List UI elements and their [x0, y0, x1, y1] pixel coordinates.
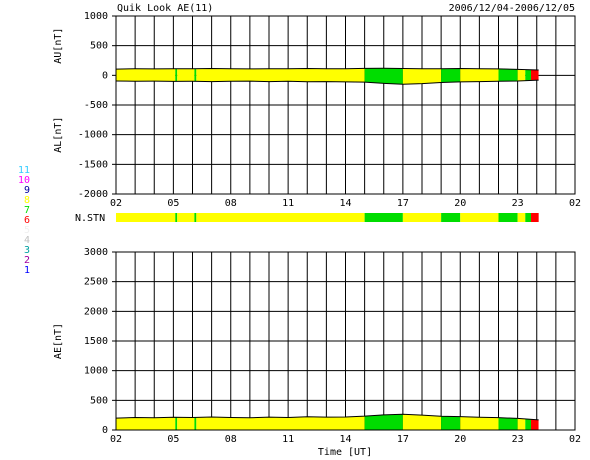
station-fill: [194, 68, 197, 85]
x-tick-label: 02: [569, 434, 581, 445]
station-fill: [531, 414, 539, 430]
station-fill: [116, 414, 176, 430]
y-tick-label: -500: [84, 100, 108, 111]
y-tick-label: 2500: [84, 277, 108, 288]
plot-frame: [115, 15, 576, 195]
x-axis-label: Time [UT]: [318, 447, 372, 458]
plot-frame: [115, 251, 576, 431]
legend-entry: 8: [24, 195, 30, 206]
x-tick-label: 08: [225, 434, 237, 445]
station-segment: [525, 213, 532, 222]
station-segment: [531, 213, 539, 222]
x-tick-label: 11: [282, 198, 294, 209]
legend-entry: 4: [24, 235, 30, 246]
x-tick-label: 23: [512, 198, 524, 209]
station-fill: [402, 414, 442, 430]
station-segment: [498, 213, 518, 222]
station-segment: [441, 213, 461, 222]
legend-entry: 6: [24, 215, 30, 226]
station-segment: [194, 213, 197, 222]
station-fill: [175, 414, 178, 430]
data-line: [115, 413, 539, 421]
strip-label: N.STN: [75, 213, 105, 224]
y-tick-label: 0: [102, 425, 108, 436]
y-tick-label: -2000: [78, 189, 108, 200]
station-fill: [525, 68, 532, 85]
legend-entry: 3: [24, 245, 30, 256]
station-fill: [531, 68, 539, 85]
y-axis-label: AL[nT]: [53, 117, 64, 153]
station-fill: [525, 414, 532, 430]
station-segment: [517, 213, 526, 222]
station-segment: [402, 213, 442, 222]
x-tick-label: 02: [110, 198, 122, 209]
station-segment: [460, 213, 499, 222]
x-tick-label: 02: [110, 434, 122, 445]
y-tick-label: 500: [90, 41, 108, 52]
station-fill: [517, 414, 526, 430]
station-segment: [116, 213, 176, 222]
x-tick-label: 14: [339, 198, 351, 209]
x-tick-label: 05: [167, 434, 179, 445]
legend-entry: 10: [18, 175, 30, 186]
x-tick-label: 02: [569, 198, 581, 209]
x-tick-label: 17: [397, 434, 409, 445]
station-fill: [441, 68, 461, 85]
legend-entry: 5: [24, 225, 30, 236]
chart-title: Quik Look AE(11): [117, 3, 213, 14]
data-line: [115, 67, 539, 71]
station-fill: [441, 414, 461, 430]
data-line: [115, 79, 539, 85]
x-tick-label: 08: [225, 198, 237, 209]
y-axis-label: AU[nT]: [53, 28, 64, 64]
x-tick-label: 11: [282, 434, 294, 445]
station-segment: [175, 213, 178, 222]
y-tick-label: -1000: [78, 130, 108, 141]
y-tick-label: 1500: [84, 336, 108, 347]
legend-entry: 9: [24, 185, 30, 196]
y-tick-label: 3000: [84, 247, 108, 258]
x-tick-label: 20: [454, 434, 466, 445]
station-fill: [194, 414, 197, 430]
station-fill: [460, 68, 499, 85]
station-fill: [364, 414, 403, 430]
station-fill: [196, 414, 365, 430]
x-tick-label: 20: [454, 198, 466, 209]
station-fill: [196, 68, 365, 85]
station-fill: [517, 68, 526, 85]
y-tick-label: 1000: [84, 11, 108, 22]
y-tick-label: 0: [102, 70, 108, 81]
y-tick-label: 2000: [84, 306, 108, 317]
station-segment: [196, 213, 365, 222]
station-segment: [177, 213, 195, 222]
station-fill: [402, 68, 442, 85]
station-fill: [116, 68, 176, 85]
y-tick-label: 500: [90, 395, 108, 406]
station-fill: [460, 414, 499, 430]
legend-entry: 2: [24, 255, 30, 266]
date-range: 2006/12/04-2006/12/05: [449, 3, 575, 14]
y-axis-label: AE[nT]: [53, 323, 64, 359]
station-fill: [175, 68, 178, 85]
station-fill: [364, 68, 403, 85]
station-segment: [364, 213, 403, 222]
x-tick-label: 14: [339, 434, 351, 445]
legend-entry: 11: [18, 165, 30, 176]
legend-entry: 7: [24, 205, 30, 216]
y-tick-label: 1000: [84, 366, 108, 377]
x-tick-label: 05: [167, 198, 179, 209]
station-fill: [177, 68, 195, 85]
y-tick-label: -1500: [78, 159, 108, 170]
x-tick-label: 23: [512, 434, 524, 445]
x-tick-label: 17: [397, 198, 409, 209]
station-fill: [498, 68, 518, 85]
legend-entry: 1: [24, 265, 30, 276]
station-fill: [177, 414, 195, 430]
